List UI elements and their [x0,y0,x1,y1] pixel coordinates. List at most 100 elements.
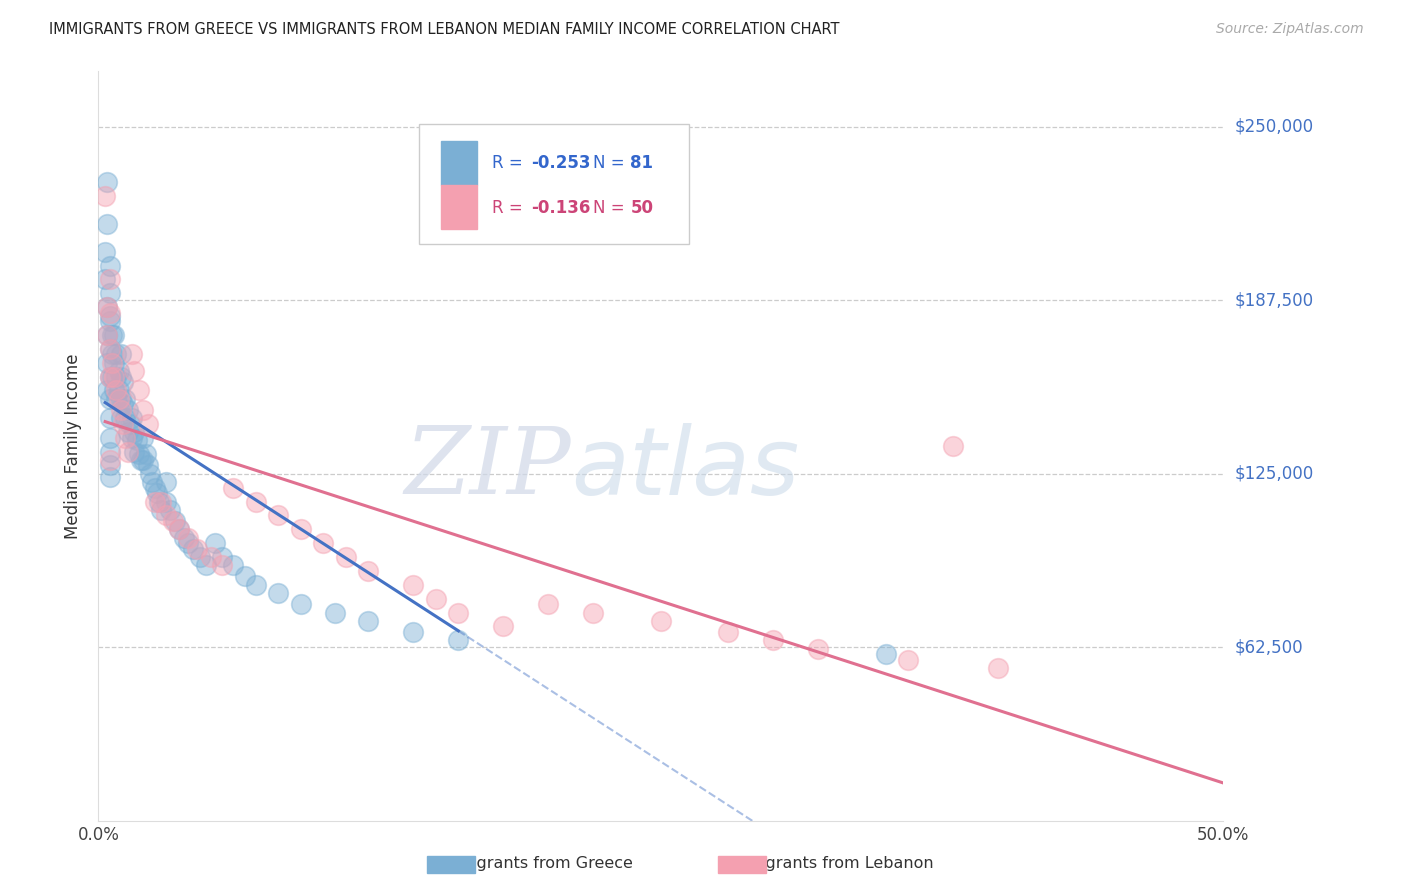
Text: $250,000: $250,000 [1234,118,1313,136]
Point [110,347,132,361]
Point [105,369,128,384]
Point [222,558,245,573]
Point [103,384,125,398]
Point [117,425,139,439]
Point [98,259,121,273]
Point [117,403,139,417]
Point [150,494,173,508]
Point [128,447,150,461]
Point [425,591,447,606]
Point [447,633,470,648]
Point [762,633,785,648]
Point [101,328,124,343]
Point [98,431,121,445]
Point [114,392,136,406]
Point [177,536,200,550]
Point [114,411,136,425]
Point [290,522,312,536]
Point [105,384,128,398]
Y-axis label: Median Family Income: Median Family Income [65,353,83,539]
Text: -0.136: -0.136 [531,199,591,217]
Point [312,536,335,550]
Point [222,481,245,495]
Text: IMMIGRANTS FROM GREECE VS IMMIGRANTS FROM LEBANON MEDIAN FAMILY INCOME CORRELATI: IMMIGRANTS FROM GREECE VS IMMIGRANTS FRO… [49,22,839,37]
Text: $125,000: $125,000 [1234,465,1313,483]
Point [114,431,136,445]
Point [98,286,121,301]
Point [141,475,163,489]
Point [188,549,211,564]
Point [136,458,159,473]
Point [117,444,139,458]
Point [177,531,200,545]
Point [110,411,132,425]
Point [146,486,169,500]
Point [98,444,121,458]
FancyBboxPatch shape [419,124,689,244]
Point [98,342,121,356]
Point [98,469,121,483]
Point [98,342,121,356]
Point [402,578,425,592]
Point [112,375,135,389]
Point [103,328,125,343]
Point [96,217,118,231]
Point [143,494,166,508]
Point [98,369,121,384]
Point [110,403,132,417]
Point [290,597,312,611]
Text: Immigrants from Greece: Immigrants from Greece [436,856,633,871]
Text: $62,500: $62,500 [1234,638,1303,657]
Point [447,606,470,620]
Point [267,508,290,523]
Point [143,481,166,495]
Point [195,558,218,573]
Text: Immigrants from Lebanon: Immigrants from Lebanon [725,856,934,871]
Point [94,189,117,203]
Point [107,384,129,398]
Point [717,624,740,639]
Point [98,272,121,286]
Point [357,614,380,628]
Point [129,453,152,467]
Point [245,494,267,508]
Point [267,586,290,600]
Point [98,453,121,467]
Point [112,397,135,411]
Point [98,411,121,425]
FancyBboxPatch shape [441,141,478,186]
Point [96,384,118,398]
Point [650,614,672,628]
Point [211,558,233,573]
Point [98,392,121,406]
Text: R =: R = [492,199,529,217]
Point [98,369,121,384]
Point [173,531,195,545]
Point [112,417,135,431]
Point [94,272,117,286]
Point [537,597,560,611]
FancyBboxPatch shape [441,185,478,228]
Point [124,364,146,378]
Point [121,411,143,425]
Text: atlas: atlas [571,423,799,514]
Point [942,439,965,453]
Point [96,356,118,370]
Point [492,619,515,633]
Point [107,392,129,406]
Point [357,564,380,578]
Point [125,434,148,448]
Point [245,578,267,592]
Point [163,514,186,528]
Point [96,300,118,314]
Point [121,431,143,445]
Text: N =: N = [593,199,630,217]
Point [96,175,118,189]
Text: N =: N = [593,153,630,172]
Point [103,369,125,384]
Point [98,458,121,473]
Text: ZIP: ZIP [404,424,571,514]
Point [98,314,121,328]
Point [181,541,204,556]
Point [186,541,208,556]
